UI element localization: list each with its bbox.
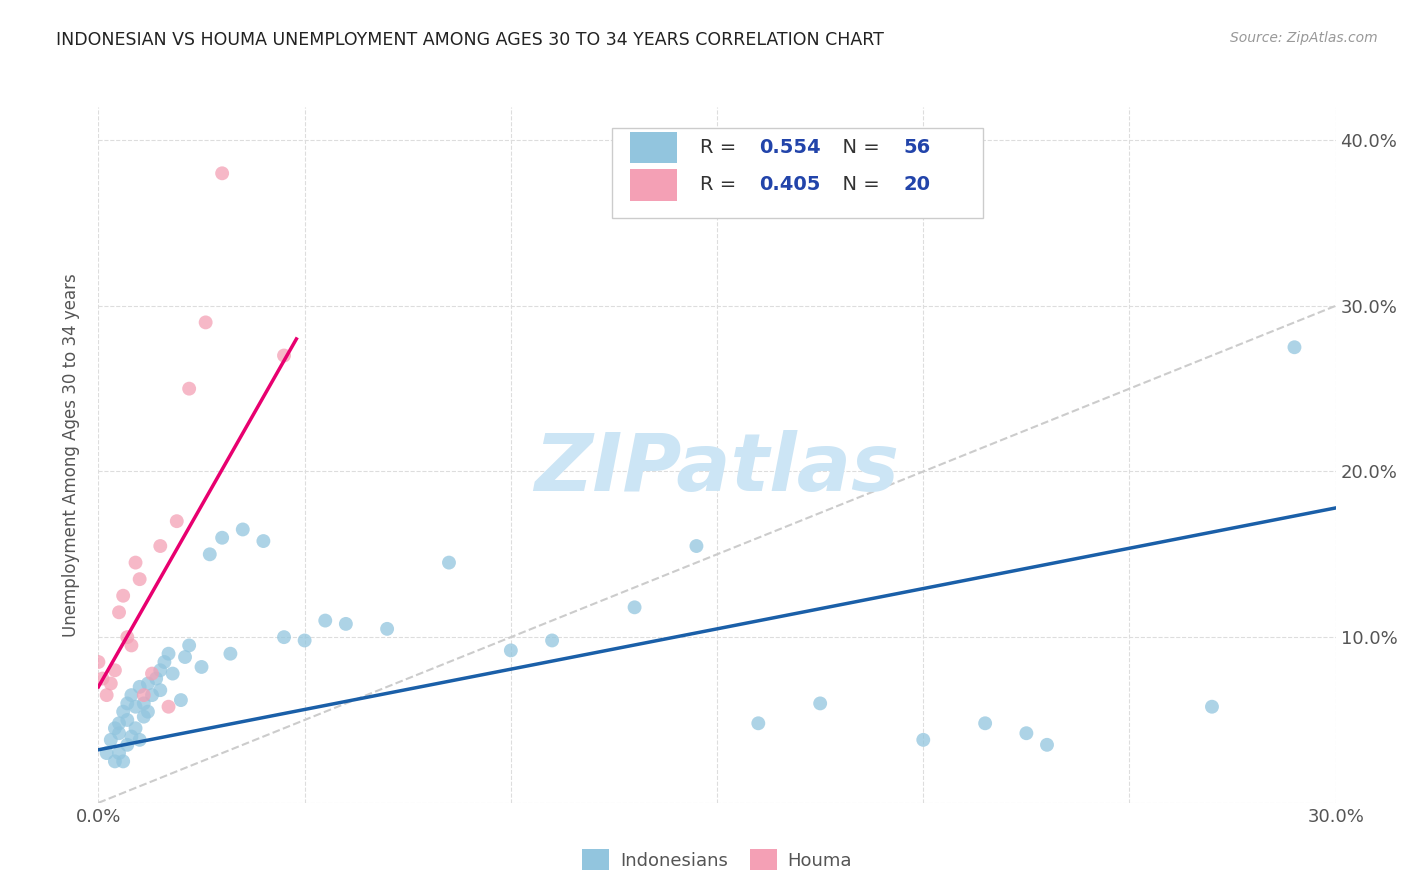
Point xyxy=(91,672,114,686)
Point xyxy=(273,630,295,644)
Text: ZIPatlas: ZIPatlas xyxy=(534,430,900,508)
Point xyxy=(117,738,139,752)
Point xyxy=(232,523,254,537)
FancyBboxPatch shape xyxy=(630,132,678,163)
Point xyxy=(112,589,135,603)
Point xyxy=(141,666,163,681)
Point xyxy=(96,688,118,702)
Point xyxy=(912,732,935,747)
Text: 0.554: 0.554 xyxy=(759,138,821,157)
Point xyxy=(685,539,707,553)
Text: 0.405: 0.405 xyxy=(759,176,821,194)
Point xyxy=(1036,738,1059,752)
Point xyxy=(273,349,295,363)
Point xyxy=(294,633,316,648)
Point xyxy=(104,663,127,677)
Point xyxy=(149,683,172,698)
Point xyxy=(149,663,172,677)
Point xyxy=(179,639,201,653)
Point xyxy=(808,697,831,711)
Point xyxy=(1015,726,1038,740)
Point xyxy=(112,755,135,769)
Point xyxy=(166,514,188,528)
Point xyxy=(104,755,127,769)
Point xyxy=(157,647,180,661)
Point xyxy=(120,688,142,702)
Point xyxy=(124,556,146,570)
Point xyxy=(117,630,139,644)
Legend: Indonesians, Houma: Indonesians, Houma xyxy=(575,842,859,877)
Point xyxy=(128,732,150,747)
Point xyxy=(128,680,150,694)
Point xyxy=(132,688,155,702)
Point xyxy=(170,693,193,707)
Point xyxy=(211,531,233,545)
Point xyxy=(1284,340,1306,354)
Text: INDONESIAN VS HOUMA UNEMPLOYMENT AMONG AGES 30 TO 34 YEARS CORRELATION CHART: INDONESIAN VS HOUMA UNEMPLOYMENT AMONG A… xyxy=(56,31,884,49)
Point xyxy=(211,166,233,180)
Point xyxy=(747,716,769,731)
Point xyxy=(198,547,221,561)
Point xyxy=(96,746,118,760)
Point xyxy=(190,660,212,674)
Point xyxy=(120,730,142,744)
Text: R =: R = xyxy=(700,176,742,194)
Point xyxy=(219,647,242,661)
FancyBboxPatch shape xyxy=(612,128,983,219)
Point xyxy=(117,697,139,711)
Point xyxy=(132,697,155,711)
Point xyxy=(252,534,274,549)
Point xyxy=(120,639,142,653)
Point xyxy=(104,721,127,735)
Point xyxy=(132,709,155,723)
Point xyxy=(112,705,135,719)
Point xyxy=(162,666,184,681)
Point xyxy=(179,382,201,396)
Point xyxy=(375,622,398,636)
Point xyxy=(335,616,357,631)
Point xyxy=(145,672,167,686)
Point xyxy=(623,600,645,615)
Point xyxy=(194,315,217,329)
Point xyxy=(541,633,564,648)
Point xyxy=(437,556,460,570)
Point xyxy=(87,655,110,669)
Text: 20: 20 xyxy=(904,176,931,194)
Point xyxy=(499,643,522,657)
Point xyxy=(314,614,336,628)
Point xyxy=(108,605,131,619)
Point xyxy=(100,732,122,747)
Point xyxy=(100,676,122,690)
Point xyxy=(136,705,159,719)
FancyBboxPatch shape xyxy=(630,169,678,201)
Point xyxy=(108,746,131,760)
Point xyxy=(108,716,131,731)
Point xyxy=(174,650,197,665)
Text: Source: ZipAtlas.com: Source: ZipAtlas.com xyxy=(1230,31,1378,45)
Point xyxy=(117,713,139,727)
Point xyxy=(974,716,997,731)
Y-axis label: Unemployment Among Ages 30 to 34 years: Unemployment Among Ages 30 to 34 years xyxy=(62,273,80,637)
Point xyxy=(124,721,146,735)
Point xyxy=(149,539,172,553)
Point xyxy=(124,699,146,714)
Text: R =: R = xyxy=(700,138,742,157)
Point xyxy=(157,699,180,714)
Text: 56: 56 xyxy=(904,138,931,157)
Point xyxy=(128,572,150,586)
Point xyxy=(1201,699,1223,714)
Point xyxy=(141,688,163,702)
Point xyxy=(153,655,176,669)
Point xyxy=(108,726,131,740)
Point xyxy=(136,676,159,690)
Text: N =: N = xyxy=(830,138,886,157)
Text: N =: N = xyxy=(830,176,886,194)
